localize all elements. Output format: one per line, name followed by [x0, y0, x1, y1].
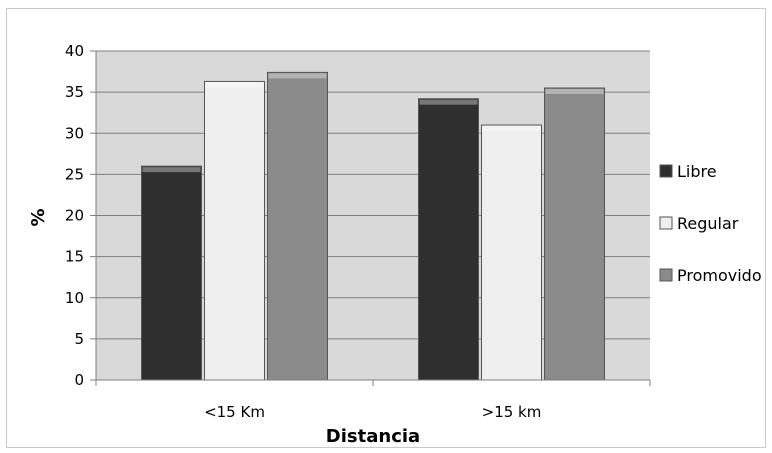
legend-label: Promovido [677, 266, 762, 285]
y-tick-label: 15 [65, 248, 84, 266]
bar-highlight [482, 126, 541, 132]
legend-swatch [659, 268, 673, 282]
y-tick-label: 0 [74, 371, 84, 389]
y-tick-label: 20 [65, 207, 84, 225]
legend-label: Regular [677, 214, 739, 233]
bar-highlight [142, 167, 201, 173]
bar-highlight [545, 89, 604, 95]
x-axis-title: Distancia [326, 426, 420, 447]
y-tick-label: 10 [65, 289, 84, 307]
bar-promovido [267, 71, 328, 381]
y-tick-label: 5 [74, 330, 84, 348]
x-tick-label: <15 Km [204, 403, 265, 421]
bars [141, 71, 605, 381]
x-tick-label: >15 km [482, 403, 542, 421]
bar-regular [204, 80, 265, 381]
legend-swatch [659, 216, 673, 230]
y-tick-label: 25 [65, 165, 84, 183]
y-axis-title: % [28, 208, 49, 226]
bar-promovido [544, 87, 605, 381]
bar-highlight [205, 82, 264, 88]
bar-libre [141, 165, 202, 381]
axes [90, 50, 651, 386]
bar-regular [481, 124, 542, 381]
bar-libre [418, 98, 479, 381]
y-tick-label: 35 [65, 83, 84, 101]
legend-swatch [659, 164, 673, 178]
y-tick-labels: 0 5 10 15 20 25 30 35 40 [65, 42, 84, 389]
bar-highlight [268, 73, 327, 79]
legend-label: Libre [677, 162, 717, 181]
bar-highlight [419, 99, 478, 105]
x-tick-labels: <15 Km >15 km [204, 403, 541, 421]
y-tick-label: 40 [65, 42, 84, 60]
y-tick-label: 30 [65, 124, 84, 142]
legend: Libre Regular Promovido [659, 162, 762, 285]
